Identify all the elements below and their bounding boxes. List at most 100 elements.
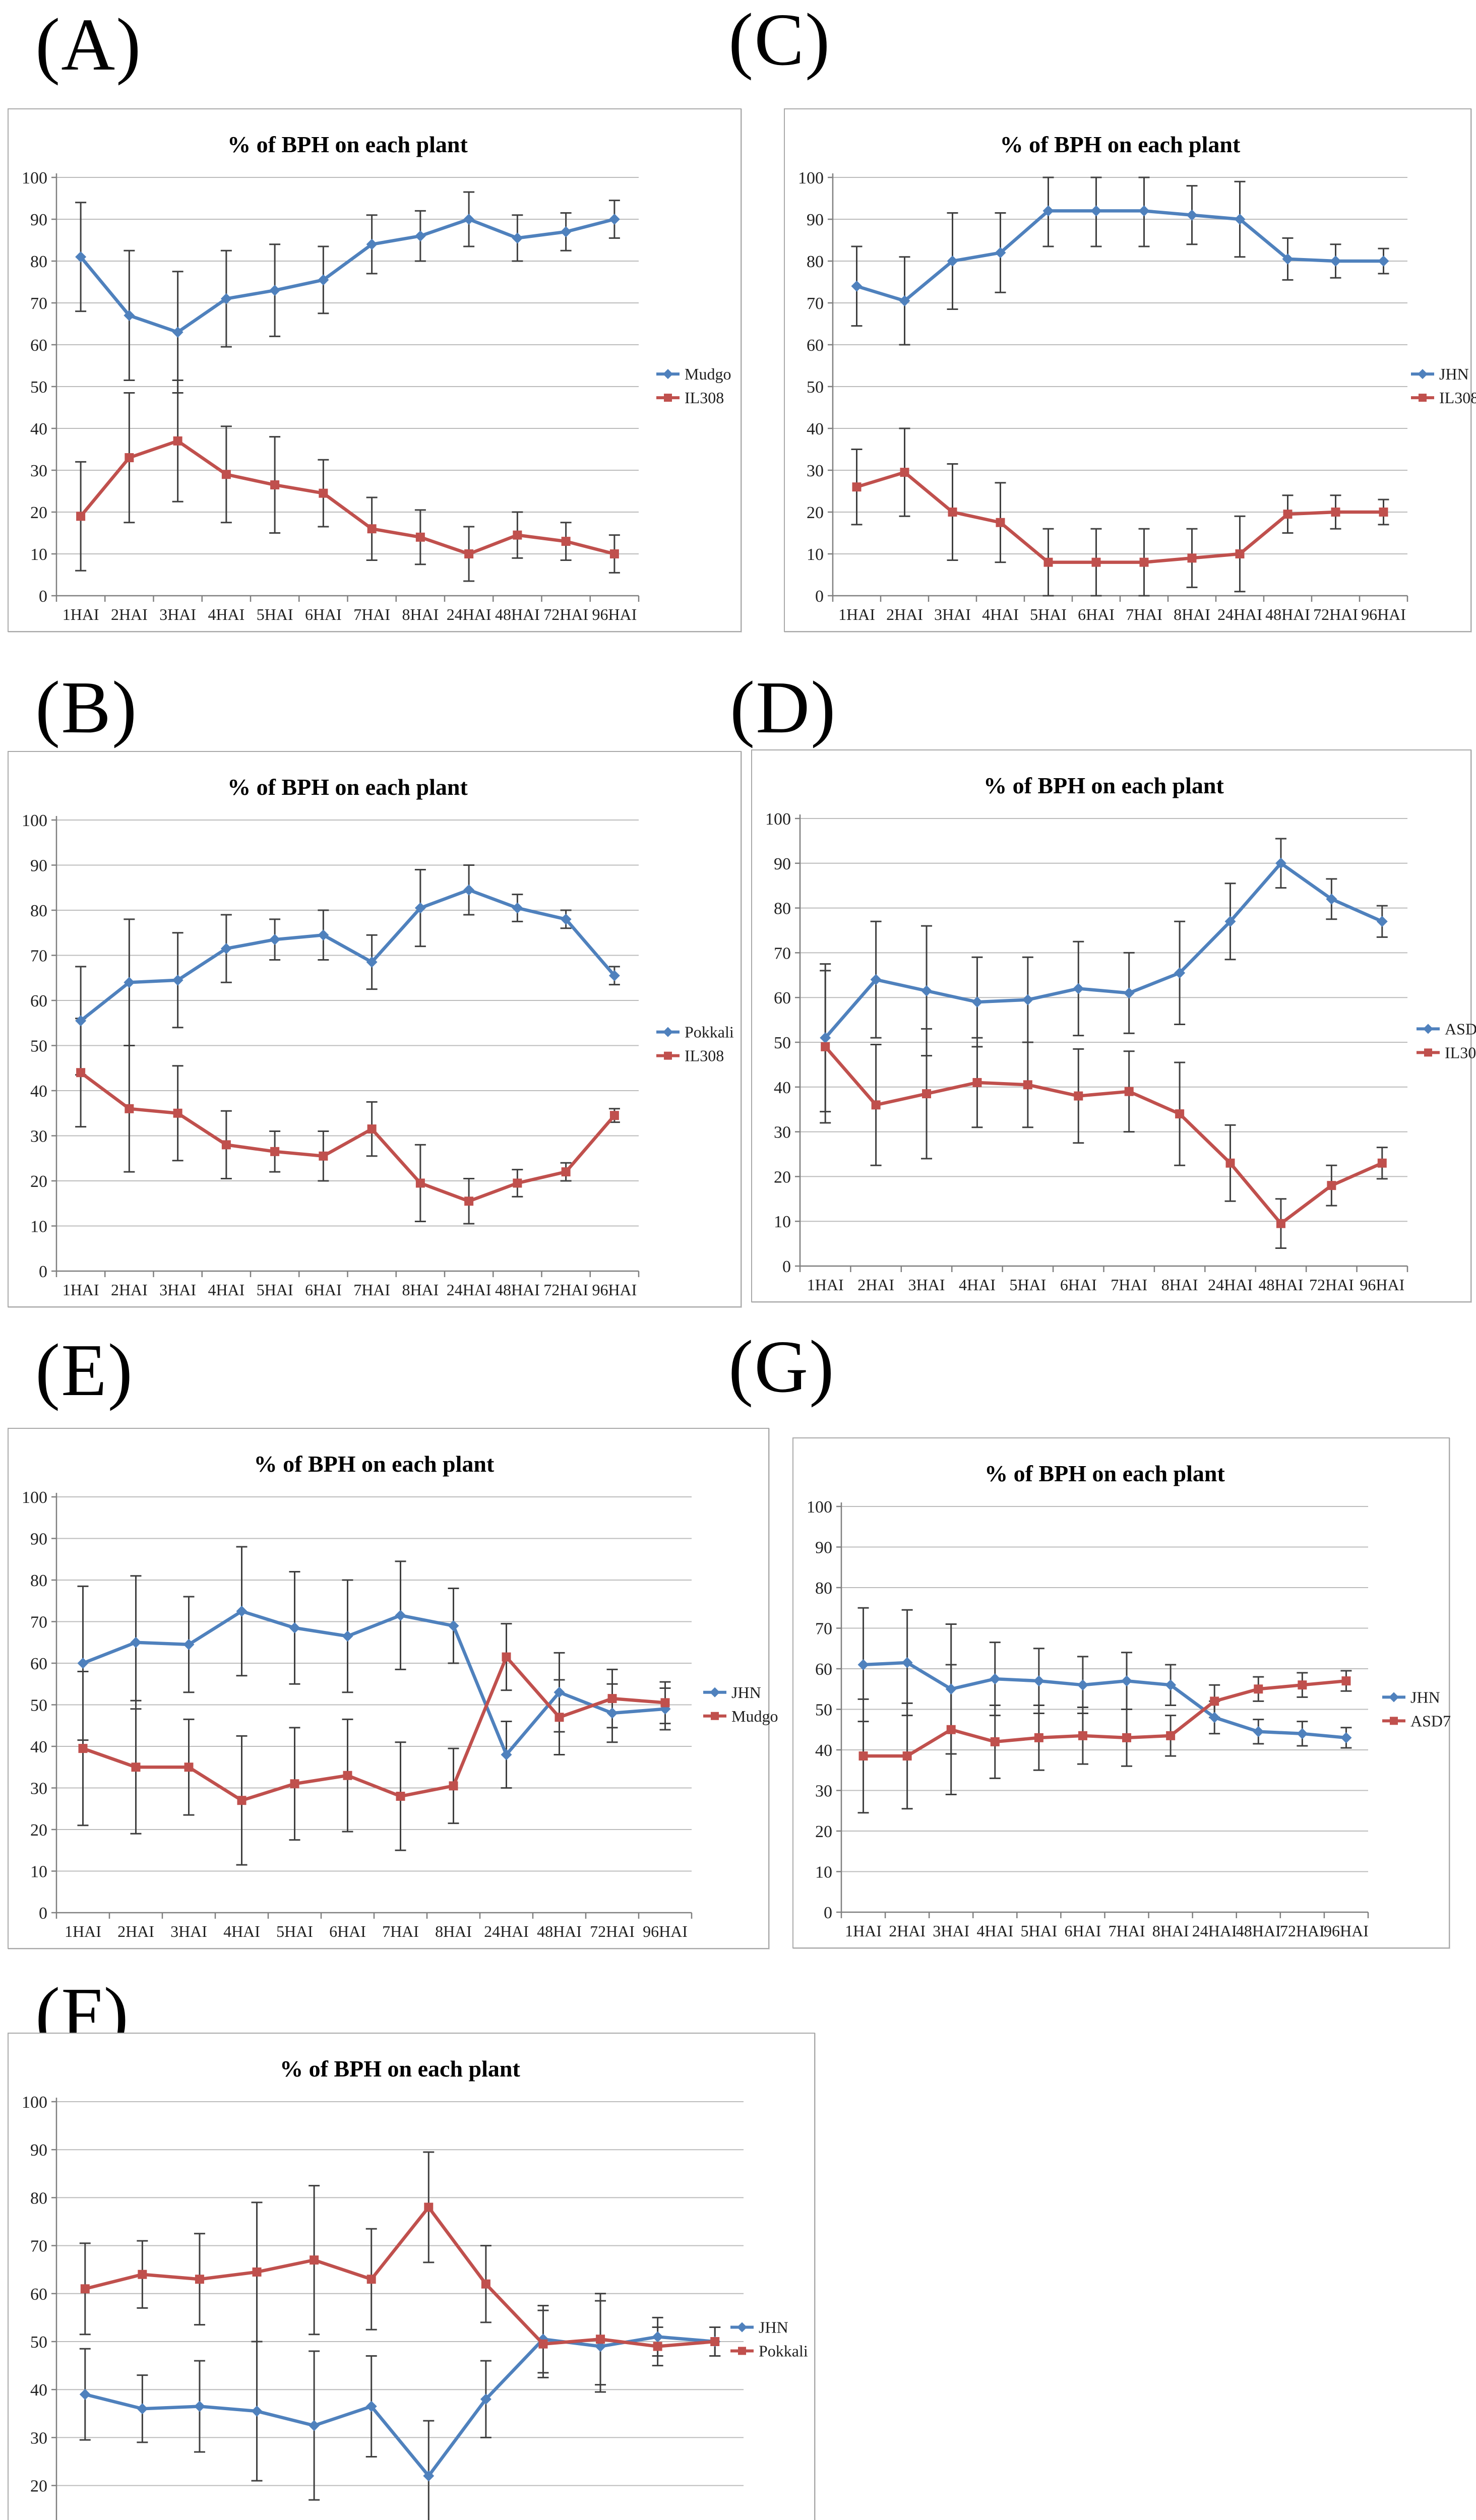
y-tick-label: 70 — [30, 947, 47, 966]
y-tick-label: 40 — [815, 1741, 832, 1760]
y-tick-label: 30 — [30, 2429, 47, 2447]
legend-label-JHN: JHN — [1410, 1688, 1440, 1706]
x-tick-label: 3HAI — [908, 1276, 945, 1294]
series-markers-IL308 — [821, 1042, 1387, 1228]
series-line-JHN — [83, 2335, 717, 2478]
series-markers-ASD7 — [820, 857, 1388, 1044]
y-tick-label: 100 — [807, 1498, 832, 1517]
y-tick-label: 0 — [815, 587, 824, 606]
legend-marker-Pokkali — [738, 2347, 746, 2355]
y-tick-label: 100 — [22, 1488, 47, 1507]
series-line-Pokkali — [79, 888, 617, 1023]
legend-marker-Pokkali — [663, 1027, 673, 1037]
y-tick-label: 60 — [815, 1660, 832, 1679]
y-tick-label: 50 — [30, 378, 47, 397]
error-bars-Pokkali — [75, 864, 620, 1076]
y-tick-label: 80 — [30, 2189, 47, 2208]
y-tick-label: 10 — [30, 545, 47, 564]
legend-marker-Mudgo — [711, 1712, 719, 1720]
x-tick-label: 2HAI — [111, 605, 148, 623]
legend-marker-Mudgo — [663, 369, 673, 380]
y-axis: 0 10 20 30 40 50 60 70 80 90 100 — [798, 169, 834, 606]
legend-marker-JHN — [1418, 369, 1428, 380]
y-tick-label: 90 — [30, 1530, 47, 1549]
x-tick-label: 6HAI — [1065, 1922, 1101, 1940]
y-tick-label: 70 — [807, 294, 824, 313]
series-line-JHN — [862, 1661, 1348, 1740]
x-tick-label: 4HAI — [208, 1281, 244, 1299]
error-bars-IL308 — [75, 380, 620, 582]
series-line-ASD7 — [862, 1679, 1348, 1758]
x-tick-label: 2HAI — [886, 605, 923, 623]
y-tick-label: 100 — [22, 811, 47, 830]
y-tick-label: 0 — [782, 1257, 791, 1276]
x-tick-label: 48HAI — [1265, 605, 1310, 623]
legend-marker-JHN — [737, 2322, 747, 2333]
chart-title-D: % of BPH on each plant — [983, 773, 1224, 798]
legend-label-Pokkali: Pokkali — [685, 1023, 734, 1041]
x-tick-label: 48HAI — [1236, 1922, 1281, 1940]
y-tick-label: 20 — [30, 2477, 47, 2496]
legend-label-JHN: JHN — [731, 1683, 761, 1702]
y-tick-label: 40 — [774, 1079, 791, 1097]
gridlines — [56, 2101, 744, 2486]
panel-G: 0 10 20 30 40 50 60 70 80 90 100 1HAI 2HAI 3HAI 4HAI 5H… — [792, 1437, 1451, 1948]
x-tick-label: 4HAI — [223, 1922, 260, 1940]
error-bars-JHN — [79, 2300, 721, 2520]
legend-label-ASD7: ASD7 — [1445, 1020, 1476, 1038]
series-line-Pokkali — [83, 2206, 717, 2348]
y-tick-label: 50 — [30, 1696, 47, 1715]
x-tick-label: 6HAI — [329, 1922, 366, 1940]
x-tick-label: 7HAI — [353, 605, 390, 623]
y-tick-label: 60 — [30, 2285, 47, 2304]
y-tick-label: 20 — [30, 1172, 47, 1191]
x-tick-label: 8HAI — [402, 1281, 439, 1299]
x-tick-label: 3HAI — [159, 1281, 196, 1299]
y-tick-label: 10 — [30, 1218, 47, 1236]
chart-svg-E: 0 10 20 30 40 50 60 70 80 90 100 1HAI 2HAI 3HAI 4HAI 5H… — [22, 1451, 778, 1940]
x-tick-label: 4HAI — [959, 1276, 996, 1294]
y-tick-label: 90 — [30, 211, 47, 229]
y-tick-label: 60 — [30, 992, 47, 1011]
x-tick-label: 4HAI — [976, 1922, 1013, 1940]
error-bars-Pokkali — [79, 2151, 721, 2386]
series-markers-JHN — [851, 205, 1389, 306]
x-tick-label: 48HAI — [495, 1281, 540, 1299]
x-tick-label: 72HAI — [1309, 1276, 1354, 1294]
series-line-Mudgo — [81, 1655, 667, 1802]
x-tick-label: 3HAI — [170, 1922, 207, 1940]
panel-F: 01020304050607080901001HAI2HAI3HAI4HAI5H… — [8, 2033, 815, 2520]
x-tick-label: 1HAI — [63, 605, 99, 623]
y-tick-label: 50 — [807, 378, 824, 397]
panel-label-G: (G) — [728, 1326, 835, 1408]
panel-E: 0 10 20 30 40 50 60 70 80 90 100 1HAI 2HAI 3HAI 4HAI 5H… — [8, 1428, 778, 1949]
x-tick-label: 72HAI — [590, 1922, 635, 1940]
series-line-Mudgo — [79, 217, 617, 334]
panel-label-A: (A) — [35, 4, 142, 86]
series-markers-Pokkali — [80, 2202, 720, 2351]
error-bars-Mudgo — [75, 191, 620, 394]
legend: JHN Pokkali — [730, 2318, 808, 2360]
y-tick-label: 50 — [30, 2333, 47, 2352]
x-tick-label: 8HAI — [1161, 1276, 1198, 1294]
chart-svg-G: 0 10 20 30 40 50 60 70 80 90 100 1HAI 2HAI 3HAI 4HAI 5H… — [807, 1461, 1451, 1940]
y-tick-label: 60 — [807, 336, 824, 355]
panel-A: 0 10 20 30 40 50 60 70 80 90 100 1HAI 2HAI 3HAI 4HAI 5H… — [8, 108, 742, 632]
series-line-IL308 — [79, 439, 617, 556]
chart-svg-F: 01020304050607080901001HAI2HAI3HAI4HAI5H… — [22, 2056, 808, 2520]
y-tick-label: 40 — [30, 1738, 47, 1756]
chart-svg-D: 0 10 20 30 40 50 60 70 80 90 100 1HAI 2HAI 3HAI 4HAI 5H… — [765, 773, 1476, 1294]
y-tick-label: 0 — [824, 1904, 832, 1922]
chart-title-F: % of BPH on each plant — [280, 2056, 520, 2082]
x-tick-label: 1HAI — [845, 1922, 882, 1940]
chart-svg-B: 0 10 20 30 40 50 60 70 80 90 100 1HAI 2HAI 3HAI 4HAI 5H… — [22, 774, 734, 1299]
x-tick-label: 2HAI — [889, 1922, 926, 1940]
x-tick-label: 48HAI — [537, 1922, 582, 1940]
series-markers-IL308 — [76, 1068, 619, 1206]
panel-B: 0 10 20 30 40 50 60 70 80 90 100 1HAI 2HAI 3HAI 4HAI 5H… — [8, 751, 742, 1307]
y-axis: 0 10 20 30 40 50 60 70 80 90 100 — [765, 810, 801, 1276]
series-line-IL308 — [823, 1045, 1384, 1225]
y-axis: 0 10 20 30 40 50 60 70 80 90 100 — [22, 811, 57, 1281]
series-markers-ASD7 — [858, 1676, 1351, 1761]
